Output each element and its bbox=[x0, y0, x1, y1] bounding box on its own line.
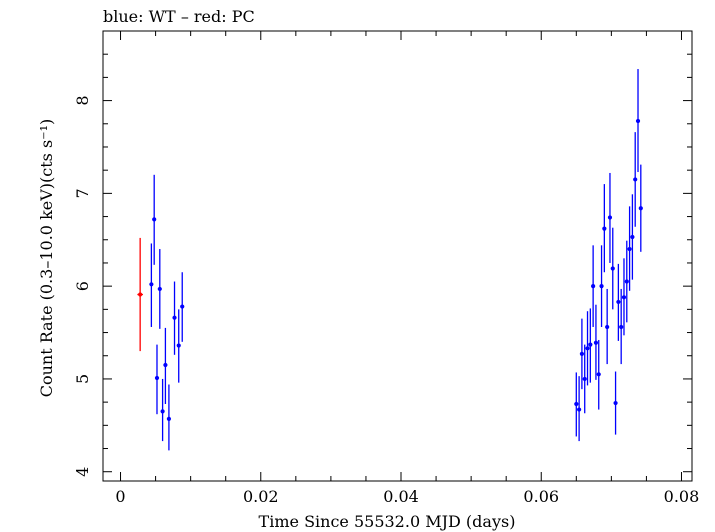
wt-data-point bbox=[627, 246, 632, 252]
wt-data-point bbox=[621, 295, 627, 300]
wt-data-point bbox=[593, 340, 599, 345]
wt-data-point bbox=[638, 206, 643, 211]
wt-data-point bbox=[180, 304, 185, 309]
wt-data-point bbox=[579, 351, 585, 356]
chart-title: blue: WT – red: PC bbox=[103, 7, 255, 26]
wt-data-point bbox=[588, 342, 593, 347]
x-tick-label: 0.04 bbox=[383, 487, 419, 506]
x-tick-label: 0 bbox=[115, 487, 125, 506]
wt-data-point bbox=[577, 407, 582, 412]
wt-data-point bbox=[607, 215, 613, 220]
x-axis: 0 0.02 0.04 0.06 0.08 bbox=[115, 31, 699, 506]
wt-data-point bbox=[602, 226, 607, 231]
wt-data-point bbox=[624, 279, 629, 284]
wt-data-point bbox=[166, 416, 172, 421]
wt-data-point bbox=[176, 343, 181, 348]
wt-data-point bbox=[605, 324, 610, 330]
wt-data-point bbox=[616, 299, 621, 305]
wt-data-point bbox=[157, 286, 162, 292]
y-axis: 4 5 6 7 8 bbox=[73, 53, 692, 477]
y-tick-label: 7 bbox=[73, 188, 92, 198]
wt-data-point bbox=[574, 401, 579, 407]
wt-data-point bbox=[591, 284, 596, 289]
y-tick-label: 4 bbox=[73, 467, 92, 477]
wt-data-point bbox=[585, 346, 590, 351]
wt-data-point bbox=[172, 315, 177, 320]
wt-data-point bbox=[154, 375, 160, 381]
data-points bbox=[137, 69, 643, 451]
x-axis-label: Time Since 55532.0 MJD (days) bbox=[259, 512, 516, 531]
wt-data-point bbox=[596, 372, 601, 377]
wt-data-point bbox=[610, 266, 615, 271]
wt-data-point bbox=[619, 324, 624, 330]
y-tick-label: 5 bbox=[73, 374, 92, 384]
wt-data-point bbox=[630, 234, 635, 240]
y-axis-label: Count Rate (0.3–10.0 keV)(cts s⁻¹) bbox=[37, 119, 56, 398]
wt-data-point bbox=[633, 177, 638, 182]
pc-data-point bbox=[138, 292, 143, 297]
y-tick-label: 8 bbox=[73, 95, 92, 105]
wt-data-point bbox=[635, 118, 641, 124]
x-tick-label: 0.08 bbox=[664, 487, 700, 506]
wt-data-point bbox=[152, 217, 157, 222]
y-tick-label: 6 bbox=[73, 281, 92, 291]
wt-data-point bbox=[582, 376, 587, 382]
wt-data-point bbox=[149, 282, 154, 287]
wt-data-point bbox=[163, 362, 168, 368]
x-tick-label: 0.06 bbox=[523, 487, 559, 506]
x-tick-label: 0.02 bbox=[243, 487, 279, 506]
wt-data-point bbox=[160, 409, 165, 414]
plot-frame bbox=[102, 30, 693, 482]
wt-data-point bbox=[613, 400, 618, 406]
wt-data-point bbox=[599, 284, 604, 289]
